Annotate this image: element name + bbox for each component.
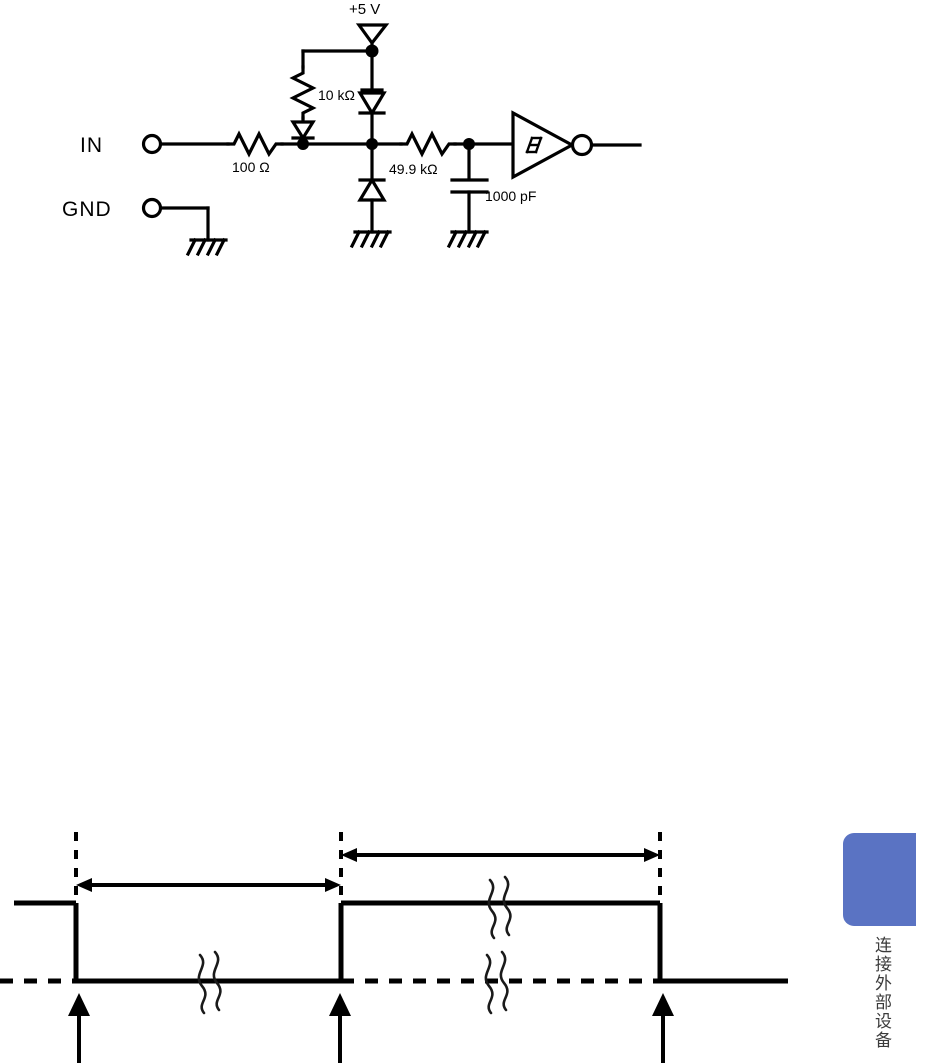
break-symbols [197, 875, 512, 1015]
interval-1-arrow-left [76, 878, 92, 892]
ground-symbol-gnd [185, 237, 228, 257]
resistor-100-label: 100 Ω [232, 159, 270, 175]
ground-symbol-cap [446, 229, 489, 249]
side-tab-label: 连接外部设备 [871, 936, 891, 1050]
edge-arrow-3 [652, 993, 674, 1063]
edge-arrow-2 [329, 993, 351, 1063]
break-symbol-low-2 [484, 950, 509, 1015]
hysteresis-icon [525, 136, 543, 154]
interval-1-dimension [76, 878, 341, 892]
signal-trace [14, 900, 788, 984]
interval-2-arrow-left [341, 848, 357, 862]
resistor-100-symbol [226, 130, 284, 158]
circuit-wires [141, 23, 642, 257]
capacitor-label: 1000 pF [485, 188, 536, 204]
ground-symbol-clamp [349, 229, 392, 249]
resistor-49k-symbol [399, 130, 457, 158]
edge-arrow-1 [68, 993, 90, 1063]
resistor-49k-label: 49.9 kΩ [389, 161, 438, 177]
diode-pullup-triangle [290, 120, 316, 142]
gnd-terminal-label: GND [62, 198, 112, 221]
break-symbol-high-1 [487, 875, 512, 940]
resistor-10k-label: 10 kΩ [318, 87, 355, 103]
edge-trigger-arrows [68, 993, 674, 1063]
diode-clamp-upper-triangle [357, 91, 387, 117]
edge-marker-lines [74, 832, 662, 905]
schmitt-inverter-body [511, 110, 576, 180]
supply-voltage-label: +5 V [349, 1, 380, 18]
interval-1-arrow-right [325, 878, 341, 892]
resistor-10k-symbol [289, 65, 317, 120]
break-symbol-low-1 [197, 950, 222, 1015]
interval-2-arrow-right [644, 848, 660, 862]
interval-2-dimension [341, 848, 660, 862]
supply-rail-icon [355, 23, 390, 46]
in-terminal-label: IN [80, 134, 103, 157]
side-tab-marker[interactable] [843, 833, 916, 926]
